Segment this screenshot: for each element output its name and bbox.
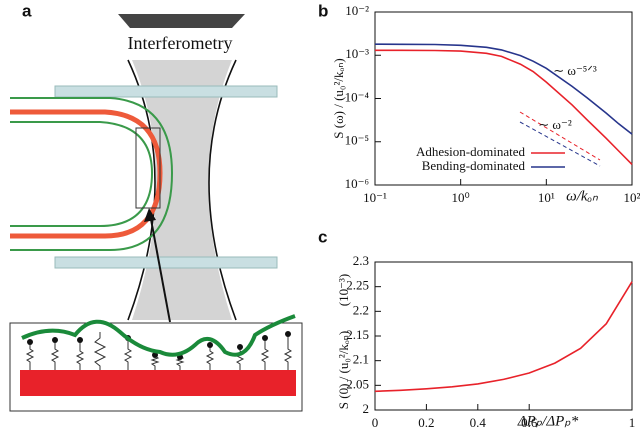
membrane-outer — [10, 97, 174, 251]
substrate — [20, 370, 296, 396]
arrowhead — [144, 208, 156, 222]
panel-label: c — [318, 227, 327, 246]
y-tick-label: 10⁻³ — [345, 46, 369, 61]
beam — [132, 60, 232, 320]
x-tick-label: 10⁻¹ — [363, 190, 387, 205]
beam-label: Interferometry — [128, 33, 233, 53]
y-axis-label: S (ω) / (u₀²/kₒₙ) — [331, 58, 346, 138]
annotation: ∼ ω⁻² — [538, 117, 572, 132]
membrane-inner — [10, 121, 154, 227]
y-tick-label: 2.05 — [346, 376, 369, 391]
slope-guide — [519, 111, 601, 161]
y-axis-label: S (0) / (u₀²/kₒₙ) — [336, 331, 351, 409]
x-axis-label: ω/kₒₙ — [566, 188, 599, 204]
x-tick-label: 0.2 — [418, 415, 434, 430]
x-tick-label: 10¹ — [538, 190, 555, 205]
beam-source — [118, 14, 245, 28]
y-tick-label: 2.3 — [353, 253, 369, 268]
legend-label: Bending-dominated — [422, 158, 526, 173]
y-tick-label: 10⁻⁴ — [345, 89, 370, 104]
membrane-profile — [21, 314, 296, 357]
x-tick-label: 1 — [629, 415, 636, 430]
slope-guide — [519, 121, 601, 167]
y-tick-label: 10⁻⁶ — [345, 176, 369, 191]
glass-plate — [54, 256, 278, 269]
x-tick-label: 0.4 — [470, 415, 487, 430]
legend-label: Adhesion-dominated — [416, 144, 526, 159]
springs — [25, 332, 293, 370]
series-line — [374, 281, 633, 393]
y-tick-label: 2.1 — [353, 352, 369, 367]
zoom-box — [135, 127, 161, 209]
panel-label: b — [318, 1, 328, 20]
series-line — [375, 49, 633, 165]
membrane — [10, 109, 163, 239]
y-tick-label: 2.25 — [346, 278, 369, 293]
y-tick-label: 10⁻² — [345, 3, 369, 18]
y-axis-unit: (10⁻³) — [336, 274, 351, 306]
x-tick-label: 10² — [624, 190, 640, 205]
y-tick-label: 2.2 — [353, 302, 369, 317]
annotation: ∼ ω⁻⁵ᐟ³ — [553, 63, 597, 78]
diagram: Interferometry — [9, 14, 303, 412]
x-tick-label: 0.6 — [521, 415, 538, 430]
x-tick-label: 0 — [372, 415, 379, 430]
arrow — [149, 213, 171, 323]
glass-plate — [54, 85, 278, 98]
y-tick-label: 10⁻⁵ — [345, 133, 369, 148]
y-tick-label: 2 — [363, 401, 370, 416]
inset — [9, 322, 303, 412]
x-axis-label: ΔPₚ/ΔPₚ* — [517, 413, 579, 429]
x-tick-label: 10⁰ — [452, 190, 470, 205]
y-tick-label: 2.15 — [346, 327, 369, 342]
series-line — [374, 43, 633, 135]
panel-label: a — [22, 1, 32, 20]
